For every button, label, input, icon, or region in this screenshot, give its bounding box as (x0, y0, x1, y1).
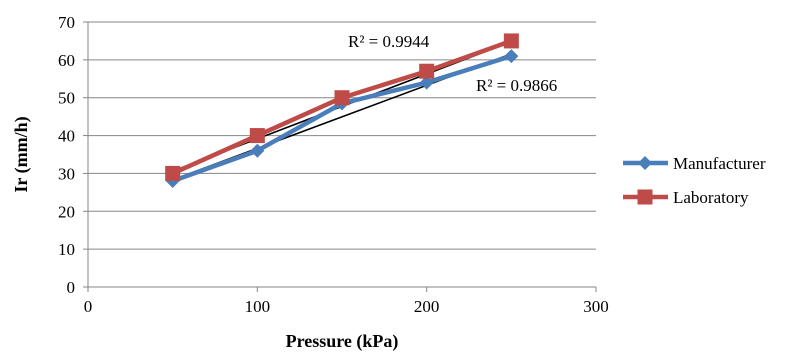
x-tick-label: 100 (245, 297, 271, 316)
data-point-laboratory (334, 90, 350, 106)
x-tick-label: 200 (414, 297, 440, 316)
axes: 0 10 20 30 40 50 60 70 0 100 200 300 Pressure (kPa) I… (11, 13, 609, 352)
data-point-manufacturer (419, 75, 434, 90)
y-tick-label: 50 (58, 89, 75, 108)
y-tick-label: 0 (67, 278, 76, 297)
legend-marker-manufacturer (638, 156, 652, 170)
x-tick-label: 0 (84, 297, 93, 316)
data-point-laboratory (249, 128, 265, 144)
series-group (165, 33, 519, 188)
data-point-manufacturer (504, 49, 519, 64)
data-point-laboratory (165, 165, 181, 181)
x-axis-title: Pressure (kPa) (286, 331, 399, 352)
legend-label-manufacturer: Manufacturer (673, 154, 766, 173)
data-point-manufacturer (250, 143, 265, 158)
series-line-manufacturer (170, 53, 514, 184)
trendlines (172, 40, 512, 181)
y-axis-title: Ir (mm/h) (11, 116, 32, 192)
y-tick-label: 20 (58, 202, 75, 221)
y-tick-label: 60 (58, 51, 75, 70)
y-tick-label: 30 (58, 164, 75, 183)
legend: Manufacturer Laboratory (623, 154, 766, 207)
gridlines (88, 21, 596, 250)
data-point-laboratory (419, 63, 435, 79)
legend-marker-laboratory (637, 189, 653, 205)
annotations: R² = 0.9866 R² = 0.9944 (348, 32, 557, 95)
y-tick-label: 40 (58, 127, 75, 146)
data-point-laboratory (503, 33, 519, 49)
x-tick-label: 300 (583, 297, 609, 316)
r2-label-manufacturer: R² = 0.9866 (476, 76, 557, 95)
y-tick-label: 10 (58, 240, 75, 259)
legend-label-laboratory: Laboratory (673, 188, 749, 207)
r2-label-laboratory: R² = 0.9944 (348, 32, 430, 51)
y-tick-label: 70 (58, 13, 75, 32)
